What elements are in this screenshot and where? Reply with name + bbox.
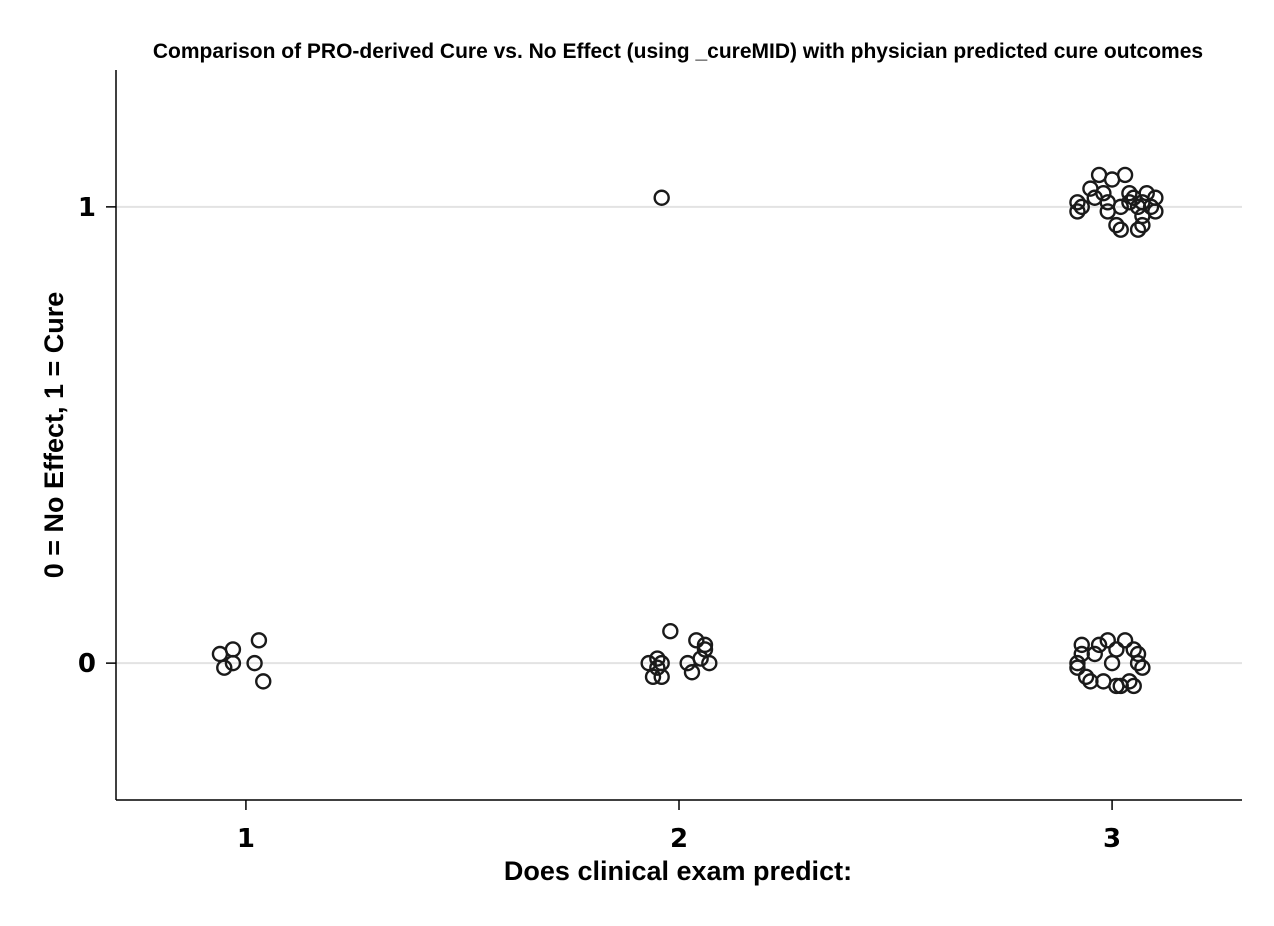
data-point [1077,668,1095,686]
data-point [224,641,242,658]
data-point [688,632,705,649]
y-tick-label: 1 [78,193,96,223]
data-point [1108,641,1125,658]
x-tick-label: 1 [237,824,255,854]
data-point [1069,203,1086,220]
data-point [653,654,670,672]
data-point [662,622,679,640]
data-point [1125,677,1142,695]
axes [115,70,1242,801]
data-point [644,668,662,686]
data-point [1069,654,1086,672]
data-point [1073,198,1090,216]
data-point [1108,216,1125,234]
data-point [696,636,714,654]
data-point [649,650,666,667]
data-point [246,654,263,672]
x-tick-label: 3 [1103,824,1121,854]
data-point [1069,194,1086,211]
data-point [1142,198,1160,216]
data-point [1112,198,1129,216]
data-point [653,189,670,206]
data-point [255,673,272,690]
x-axis-label: Does clinical exam predict: [504,856,852,886]
data-point [1073,636,1090,654]
x-tick-label: 2 [670,824,688,854]
axis-ticks [106,206,1113,810]
data-point [1116,166,1134,184]
y-axis-label: 0 = No Effect, 1 = Cure [39,292,69,579]
data-point [1099,632,1116,649]
data-point [1112,221,1129,238]
data-point [1121,673,1138,690]
data-point [1147,189,1164,206]
data-point [1121,184,1138,202]
chart-title: Comparison of PRO-derived Cure vs. No Ef… [153,40,1203,63]
data-point [1095,184,1112,202]
data-point [216,659,233,676]
y-tick-label: 0 [78,649,96,679]
data-points [211,166,1164,695]
data-point [701,654,718,672]
tick-labels: 0 1 1 2 3 [78,193,1121,854]
gridlines [116,205,1242,665]
data-point [1116,632,1134,649]
data-point [1134,216,1151,234]
data-point [1086,645,1103,663]
data-point [649,659,666,676]
data-point [250,632,268,649]
data-point [683,664,701,681]
data-point [1129,654,1147,672]
data-point [1090,636,1108,654]
data-point [1134,659,1151,676]
